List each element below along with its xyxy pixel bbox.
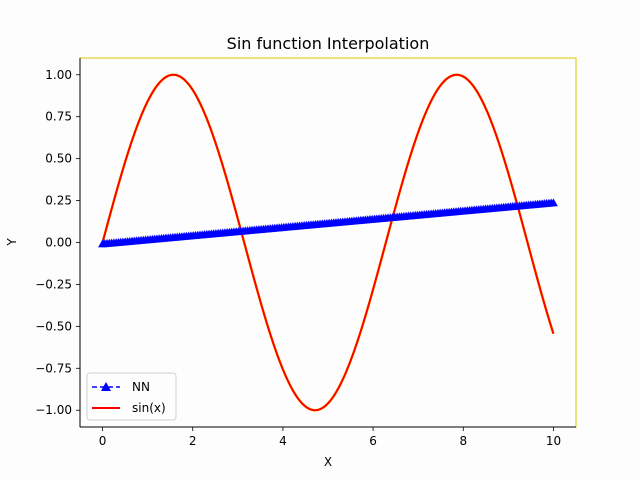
chart-title: Sin function Interpolation <box>227 34 430 53</box>
y-tick-label: −1.00 <box>35 403 72 417</box>
y-tick-label: −0.50 <box>35 319 72 333</box>
x-axis-label: X <box>324 455 332 469</box>
nn-point <box>548 198 558 207</box>
y-tick-label: 0.50 <box>45 152 72 166</box>
sin-series-line <box>101 73 555 412</box>
x-tick-label: 0 <box>99 434 107 448</box>
x-tick-label: 10 <box>546 434 561 448</box>
legend: NN sin(x) <box>86 372 177 421</box>
legend-nn-label: NN <box>132 380 150 394</box>
x-tick-label: 6 <box>369 434 377 448</box>
legend-sin-label: sin(x) <box>132 401 166 415</box>
x-tick-label: 8 <box>459 434 467 448</box>
axes-layer: 0 2 4 6 8 10 1.00 0.75 0.50 0.25 0.00 −0.25 −0.50 −0.… <box>35 58 576 448</box>
y-tick-label: 0.25 <box>45 194 72 208</box>
series-layer <box>98 73 558 412</box>
y-tick-label: 0.00 <box>45 236 72 250</box>
legend-nn-marker <box>101 382 111 391</box>
y-tick-label: −0.75 <box>35 361 72 375</box>
plot-area <box>79 57 577 428</box>
nn-markers <box>98 198 558 248</box>
y-tick-label: 1.00 <box>45 68 72 82</box>
x-tick-label: 4 <box>279 434 287 448</box>
x-tick-label: 2 <box>189 434 197 448</box>
y-tick-label: −0.25 <box>35 277 72 291</box>
y-axis-label: Y <box>5 238 19 247</box>
y-tick-label: 0.75 <box>45 110 72 124</box>
